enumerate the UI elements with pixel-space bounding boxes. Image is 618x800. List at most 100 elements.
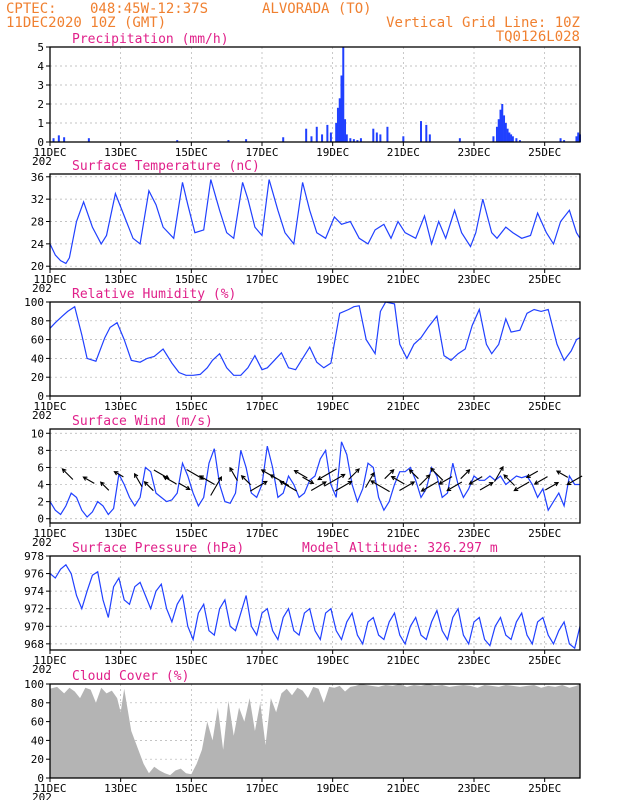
x-tick-label: 19DEC [316, 527, 349, 540]
x-tick-label: 13DEC [104, 527, 137, 540]
y-tick-label: 0 [37, 772, 44, 785]
y-tick-label: 2 [37, 98, 44, 111]
wind-arrow [408, 468, 419, 480]
x-tick-label: 11DEC [33, 782, 66, 795]
pressure-line [49, 563, 581, 650]
x-tick-label: 11DEC [33, 273, 66, 286]
y-tick-label: 24 [31, 238, 45, 251]
x-tick-label: 11DEC [33, 400, 66, 413]
y-tick-label: 40 [31, 734, 44, 747]
x-tick-label: 19DEC [316, 146, 349, 159]
precip-bar [563, 140, 566, 142]
precip-bar [352, 139, 355, 142]
panel-frame [49, 555, 581, 651]
wind-arrow [317, 468, 337, 481]
x-tick-label: 11DEC [33, 146, 66, 159]
header-source: CPTEC: [6, 1, 57, 17]
panel-frame [49, 428, 581, 524]
wind-arrow [82, 476, 95, 484]
precip-bar [245, 139, 248, 142]
header-station: ALVORADA (TO) [262, 1, 372, 17]
x-tick-label: 23DEC [457, 146, 490, 159]
header-datetime: 11DEC2020 10Z (GMT) [6, 15, 166, 31]
x-tick-label: 17DEC [245, 146, 278, 159]
precip-bar [336, 107, 339, 142]
x-tick-label: 19DEC [316, 400, 349, 413]
precip-bar [511, 136, 514, 142]
x-tick-label: 13DEC [104, 782, 137, 795]
precip-bar [504, 123, 507, 142]
x-tick-label: 13DEC [104, 400, 137, 413]
wind-arrow [533, 476, 548, 485]
x-tick-label: 11DEC [33, 527, 66, 540]
y-tick-label: 972 [24, 603, 44, 616]
y-tick-label: 28 [31, 216, 44, 229]
wind-arrow [178, 482, 191, 490]
precipitation-title: Precipitation (mm/h) [72, 32, 229, 47]
precip-bar [402, 136, 405, 142]
precip-bar [420, 121, 422, 142]
x-tick-label: 13DEC [104, 654, 137, 667]
y-tick-label: 40 [31, 352, 44, 365]
precip-bar [510, 134, 513, 142]
wind-arrow [555, 470, 569, 478]
x-tick-label: 15DEC [175, 273, 208, 286]
wind-arrow [198, 475, 215, 485]
x-tick-label: 15DEC [175, 527, 208, 540]
x-year-stub: 202 [32, 536, 52, 549]
x-tick-label: 21DEC [387, 400, 420, 413]
wind-title: Surface Wind (m/s) [72, 414, 213, 429]
x-tick-label: 25DEC [528, 146, 561, 159]
wind-arrow [513, 481, 530, 492]
x-tick-label: 21DEC [387, 273, 420, 286]
y-tick-label: 976 [24, 568, 44, 581]
wind-arrow [153, 469, 170, 480]
wind-arrow [399, 481, 416, 491]
panel-pressure: 968 970 972 974 976 978 11DEC 13DEC 15DEC 17DEC 19… [24, 541, 581, 676]
x-tick-label: 21DEC [387, 146, 420, 159]
y-tick-label: 5 [37, 41, 44, 54]
precip-bar [497, 119, 500, 142]
x-tick-label: 11DEC [33, 654, 66, 667]
wind-arrow [479, 482, 494, 491]
wind-arrow [384, 468, 395, 480]
wind-arrow [302, 476, 315, 484]
y-tick-label: 80 [31, 697, 44, 710]
x-year-stub: 202 [32, 155, 52, 168]
y-tick-label: 3 [37, 79, 44, 92]
wind-arrow [293, 470, 308, 479]
precip-bar [386, 126, 389, 142]
x-tick-label: 25DEC [528, 782, 561, 795]
precip-bar [57, 135, 60, 142]
y-tick-label: 0 [37, 136, 44, 149]
y-tick-label: 36 [31, 171, 44, 184]
precip-bar [345, 134, 348, 142]
wind-arrow [390, 476, 405, 485]
precip-bar [499, 109, 502, 142]
wind-arrow [269, 474, 290, 487]
precip-bar [321, 134, 324, 142]
precip-bar [458, 138, 461, 142]
x-tick-label: 25DEC [528, 654, 561, 667]
precip-bar [52, 138, 55, 142]
wind-arrow [460, 468, 471, 480]
panel-precipitation: 0 1 2 3 4 5 11DEC 13DEC 15DEC 17DEC 19DEC 21DEC 23DE… [32, 32, 581, 168]
precip-bar [575, 136, 578, 142]
precip-bar [379, 134, 382, 142]
wind-arrow [229, 466, 238, 481]
wind-arrow [420, 481, 439, 492]
y-tick-label: 20 [31, 260, 44, 273]
y-tick-label: 100 [24, 296, 44, 309]
wind-arrow [143, 480, 154, 492]
panel-frame [49, 46, 581, 143]
y-tick-label: 4 [37, 60, 44, 73]
wind-arrow [249, 480, 268, 492]
y-tick-label: 0 [37, 513, 44, 526]
wind-arrow [323, 473, 346, 487]
x-tick-label: 23DEC [457, 273, 490, 286]
precip-bar [340, 75, 343, 142]
x-year-stub: 202 [32, 282, 52, 295]
cloud-title: Cloud Cover (%) [72, 669, 189, 684]
precip-bar [508, 132, 511, 142]
